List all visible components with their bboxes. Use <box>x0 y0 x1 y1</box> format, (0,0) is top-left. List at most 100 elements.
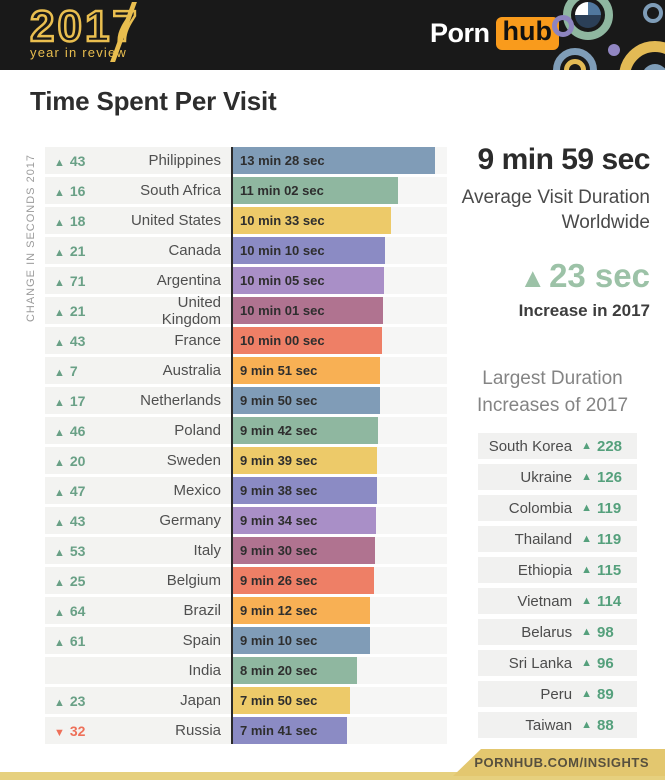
change-value: 18 <box>69 212 86 229</box>
country-label: Colombia <box>508 499 573 517</box>
triangle-up-icon: ▲ <box>54 576 65 589</box>
country-label: South Korea <box>488 437 573 455</box>
increase-value: 98 <box>597 623 614 641</box>
pornhub-logo: Porn hub <box>430 16 559 50</box>
bar-track: 8 min 20 sec <box>231 657 447 684</box>
bar-track: 11 min 02 sec <box>231 177 447 204</box>
decor-dot-blue <box>642 64 665 70</box>
country-label: Thailand <box>514 530 573 548</box>
duration-bar: 11 min 02 sec <box>231 177 398 204</box>
change-indicator: ▲ 25 <box>45 573 116 589</box>
bar-track: 10 min 01 sec <box>231 297 447 324</box>
change-indicator: ▲ 43 <box>45 153 116 169</box>
bar-track: 7 min 41 sec <box>231 717 447 744</box>
chart-row: ▲ 43 Philippines 13 min 28 sec <box>45 147 447 174</box>
chart-row: ▲ 61 Spain 9 min 10 sec <box>45 627 447 654</box>
country-label: Brazil <box>183 602 221 619</box>
list-item: Sri Lanka ▲ 96 <box>478 650 637 677</box>
change-indicator: ▲ 47 <box>45 483 116 499</box>
bar-track: 9 min 10 sec <box>231 627 447 654</box>
chart-row: India 8 min 20 sec <box>45 657 447 684</box>
change-indicator: ▲ 23 <box>45 693 116 709</box>
change-indicator: ▲ 20 <box>45 453 116 469</box>
triangle-up-icon: ▲ <box>581 533 592 546</box>
country-label: Sweden <box>166 452 221 469</box>
change-value: 61 <box>69 632 86 649</box>
triangle-up-icon: ▲ <box>581 440 592 453</box>
change-indicator: ▲ 18 <box>45 213 116 229</box>
change-indicator: ▲ 17 <box>45 393 116 409</box>
chart-row-label: ▲ 21 Canada <box>45 237 231 264</box>
worldwide-average-value: 9 min 59 sec <box>477 143 651 176</box>
bar-track: 7 min 50 sec <box>231 687 447 714</box>
list-item: Thailand ▲ 119 <box>478 526 637 553</box>
footer-banner: PORNHUB.COM/INSIGHTS <box>453 749 665 776</box>
country-label: France <box>174 332 221 349</box>
increase-value: 119 <box>597 499 622 517</box>
bar-track: 9 min 26 sec <box>231 567 447 594</box>
increase-value: 119 <box>597 530 622 548</box>
duration-bar: 10 min 00 sec <box>231 327 382 354</box>
bar-track: 9 min 38 sec <box>231 477 447 504</box>
country-label: Australia <box>162 362 221 379</box>
increase-value: 88 <box>597 716 614 734</box>
triangle-up-icon: ▲ <box>54 246 65 259</box>
increase-value: 115 <box>597 561 622 579</box>
triangle-up-icon: ▲ <box>581 626 592 639</box>
duration-bar: 10 min 10 sec <box>231 237 385 264</box>
year-in-review-logo: 2017 year in review <box>29 3 140 60</box>
triangle-up-icon: ▲ <box>54 696 65 709</box>
change-indicator: ▲ 21 <box>45 303 116 319</box>
insights-url-link[interactable]: PORNHUB.COM/INSIGHTS <box>474 755 649 770</box>
duration-bar: 9 min 39 sec <box>231 447 377 474</box>
triangle-up-icon: ▲ <box>54 636 65 649</box>
duration-bar-chart: ▲ 43 Philippines 13 min 28 sec ▲ 16 South Afri… <box>45 147 447 747</box>
change-indicator: ▲ 64 <box>45 603 116 619</box>
bar-track: 9 min 50 sec <box>231 387 447 414</box>
bar-track: 9 min 51 sec <box>231 357 447 384</box>
duration-bar: 7 min 41 sec <box>231 717 347 744</box>
triangle-up-icon: ▲ <box>581 471 592 484</box>
decor-ring-gold-large <box>619 41 665 70</box>
duration-bar: 9 min 10 sec <box>231 627 370 654</box>
triangle-up-icon: ▲ <box>54 486 65 499</box>
country-label: South Africa <box>140 182 221 199</box>
increase-value: 114 <box>597 592 622 610</box>
list-item: Peru ▲ 89 <box>478 681 637 708</box>
bar-track: 9 min 34 sec <box>231 507 447 534</box>
triangle-up-icon: ▲ <box>54 216 65 229</box>
logo-tagline: year in review <box>30 45 127 60</box>
chart-row: ▲ 71 Argentina 10 min 05 sec <box>45 267 447 294</box>
increase-value: 89 <box>597 685 614 703</box>
increases-title-line1: Largest Duration <box>482 368 623 390</box>
increases-section-title: Largest Duration Increases of 2017 <box>455 366 650 419</box>
chart-row: ▲ 20 Sweden 9 min 39 sec <box>45 447 447 474</box>
country-label: Germany <box>159 512 221 529</box>
triangle-up-icon: ▲ <box>54 516 65 529</box>
bar-track: 10 min 05 sec <box>231 267 447 294</box>
list-item: South Korea ▲ 228 <box>478 433 637 460</box>
worldwide-increase: ▲23 sec <box>455 259 650 292</box>
duration-bar: 9 min 38 sec <box>231 477 377 504</box>
chart-row-label: ▲ 53 Italy <box>45 537 231 564</box>
list-item: Colombia ▲ 119 <box>478 495 637 522</box>
change-value: 53 <box>69 542 86 559</box>
change-value: 71 <box>69 272 86 289</box>
list-item: Taiwan ▲ 88 <box>478 712 637 739</box>
duration-bar: 8 min 20 sec <box>231 657 357 684</box>
change-indicator: ▲ 43 <box>45 513 116 529</box>
increase-caption: Increase in 2017 <box>518 301 650 321</box>
country-label: Japan <box>180 692 221 709</box>
triangle-up-icon: ▲ <box>54 366 65 379</box>
change-indicator: ▲ 46 <box>45 423 116 439</box>
country-label: Poland <box>174 422 221 439</box>
chart-row-label: ▲ 23 Japan <box>45 687 231 714</box>
chart-row-label: ▲ 43 France <box>45 327 231 354</box>
chart-row: ▲ 64 Brazil 9 min 12 sec <box>45 597 447 624</box>
triangle-up-icon: ▲ <box>581 688 592 701</box>
triangle-up-icon: ▲ <box>54 426 65 439</box>
triangle-up-icon: ▲ <box>54 276 65 289</box>
chart-row-label: ▲ 7 Australia <box>45 357 231 384</box>
chart-row: ▲ 16 South Africa 11 min 02 sec <box>45 177 447 204</box>
chart-row-label: ▼ 32 Russia <box>45 717 231 744</box>
